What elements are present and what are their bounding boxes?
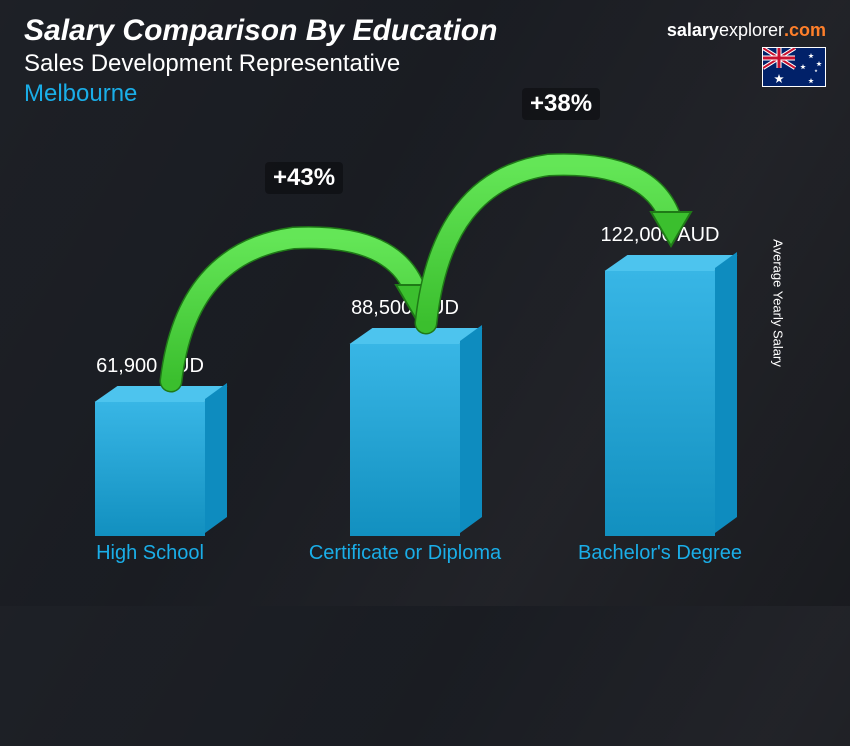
increase-arrow-icon: [40, 140, 850, 746]
brand-part-salary: salary: [667, 20, 719, 40]
brand-text: salaryexplorer.com: [667, 20, 826, 41]
australia-flag-icon: [762, 47, 826, 87]
branding-block: salaryexplorer.com: [667, 20, 826, 92]
salary-bar-chart: 61,900 AUDHigh School88,500 AUDCertifica…: [40, 140, 790, 586]
brand-part-dotcom: .com: [784, 20, 826, 40]
percent-increase-badge: +38%: [522, 88, 600, 120]
brand-part-explorer: explorer: [719, 20, 784, 40]
